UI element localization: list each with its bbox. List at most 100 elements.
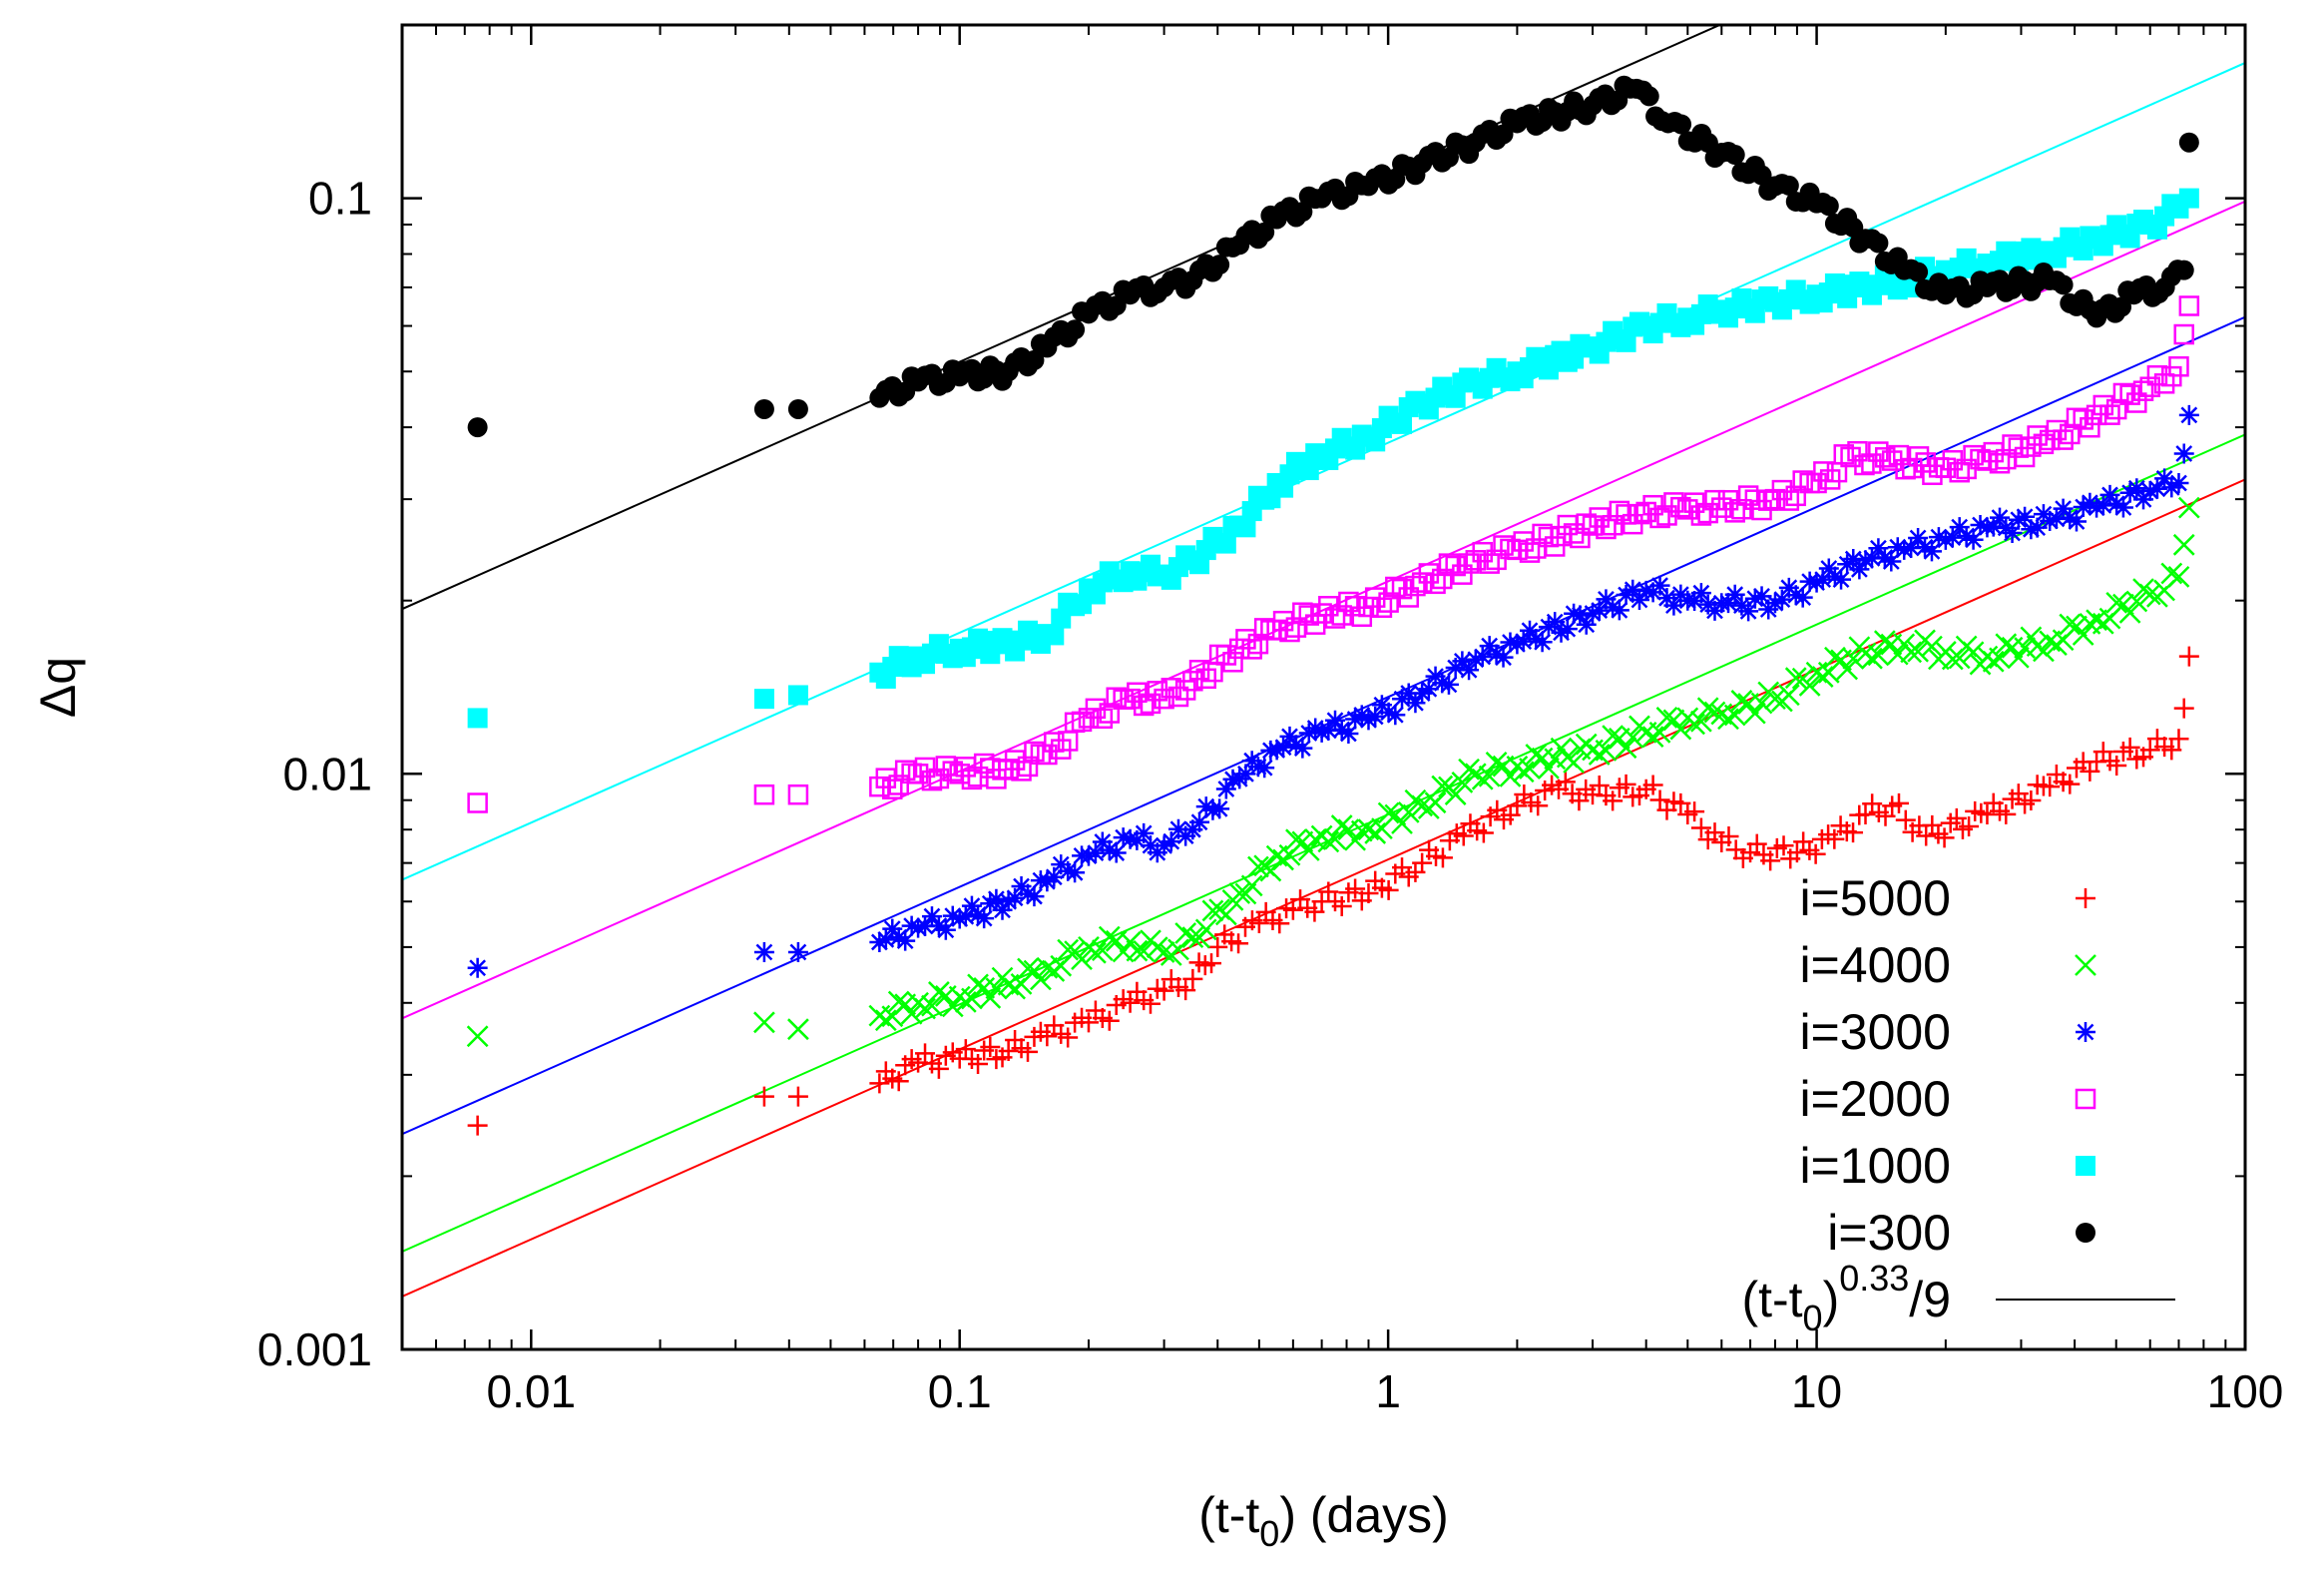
data-point	[1959, 815, 1980, 836]
data-point	[1778, 490, 1800, 511]
legend-label: (t-t0)0.33/9	[1741, 1258, 1951, 1338]
data-point	[1202, 799, 1223, 820]
data-point	[1241, 639, 1262, 660]
data-point	[2146, 478, 2167, 499]
data-point	[1746, 833, 1767, 854]
data-point	[974, 908, 995, 929]
data-point	[2106, 755, 2127, 776]
data-point	[908, 917, 929, 938]
fit-line-4	[402, 433, 2245, 1253]
data-point	[1589, 775, 1610, 795]
data-point	[1724, 502, 1745, 523]
data-point	[1023, 959, 1046, 982]
x-tick-label: 10	[1791, 1365, 1842, 1417]
data-point	[1285, 617, 1307, 638]
data-point	[1091, 939, 1114, 962]
data-point	[1956, 526, 1977, 547]
data-point	[1886, 643, 1909, 666]
axis-ticks: 0.01 0.1 1 10 100 0.001 0.01 0.1	[257, 25, 2284, 1417]
data-point	[1044, 732, 1065, 753]
data-point	[1493, 647, 1514, 668]
data-point	[1677, 499, 1698, 520]
data-point	[1983, 516, 2004, 537]
data-point	[1071, 948, 1093, 971]
data-point	[2168, 729, 2189, 750]
data-point	[1201, 899, 1224, 922]
data-point	[1628, 590, 1649, 611]
data-point	[1358, 883, 1379, 904]
data-point	[1092, 708, 1114, 730]
data-point	[1398, 683, 1419, 704]
data-point	[1855, 550, 1876, 571]
data-point	[1371, 597, 1393, 618]
data-point	[1017, 756, 1039, 778]
data-point	[1949, 461, 1970, 483]
data-point	[1385, 576, 1406, 598]
data-point	[1861, 453, 1882, 474]
data-point	[1949, 517, 1970, 538]
data-point	[1663, 595, 1684, 616]
data-point	[1989, 452, 2011, 474]
data-point	[1317, 830, 1340, 853]
data-point	[1824, 566, 1845, 587]
data-point	[1697, 502, 1718, 524]
data-point	[1018, 1041, 1038, 1062]
data-point	[2027, 517, 2048, 538]
data-point	[1030, 968, 1052, 991]
legend-marker	[2076, 1223, 2095, 1243]
data-point	[1017, 957, 1039, 980]
data-point	[2015, 506, 2036, 527]
data-point	[1962, 641, 1985, 664]
data-point	[1589, 600, 1610, 621]
data-point	[1397, 800, 1420, 823]
axis-labels: (t-t0) (days) Δq	[30, 657, 1449, 1554]
legend-entry: i=2000	[1799, 1071, 2096, 1127]
data-point	[986, 888, 1007, 909]
data-point	[1458, 553, 1480, 574]
x-tick-label: 100	[2207, 1365, 2284, 1417]
data-point	[1596, 518, 1617, 540]
data-point	[1065, 319, 1086, 340]
data-point	[1908, 446, 1930, 467]
data-point	[1751, 586, 1772, 607]
data-point	[1465, 649, 1486, 670]
data-point	[1771, 479, 1793, 501]
data-point	[2111, 296, 2132, 317]
data-point	[1649, 575, 1670, 596]
data-point	[1831, 569, 1852, 590]
data-point	[1603, 597, 1624, 618]
data-point	[1182, 968, 1203, 989]
data-point	[1798, 675, 1821, 697]
data-point	[2007, 646, 2030, 669]
data-point	[1486, 549, 1507, 571]
data-point	[1432, 568, 1453, 590]
data-point	[921, 770, 943, 791]
data-point	[1641, 726, 1664, 749]
data-point	[1942, 527, 1963, 548]
data-point	[2119, 482, 2140, 503]
data-point	[2060, 774, 2081, 794]
data-point	[1690, 505, 1712, 526]
data-point	[2066, 615, 2088, 638]
legend-label-sub: 0	[1803, 1298, 1823, 1338]
data-point	[1928, 527, 1949, 548]
data-point	[1004, 750, 1026, 771]
data-point	[1583, 603, 1604, 624]
data-point	[1888, 792, 1909, 813]
data-point	[1273, 737, 1294, 758]
data-point	[1946, 807, 1967, 828]
data-point	[1538, 757, 1560, 780]
data-point	[753, 1011, 775, 1034]
legend-label: i=1000	[1799, 1138, 1951, 1194]
data-point	[914, 997, 936, 1020]
x-tick-label: 0.01	[487, 1365, 577, 1417]
data-point	[1305, 718, 1326, 739]
data-point	[1424, 791, 1447, 814]
data-point	[1298, 460, 1319, 481]
data-point	[1751, 165, 1772, 186]
data-point	[921, 994, 943, 1017]
data-point	[1849, 559, 1870, 580]
data-point	[1425, 573, 1446, 595]
data-point	[1526, 629, 1547, 650]
data-point	[2161, 477, 2182, 498]
